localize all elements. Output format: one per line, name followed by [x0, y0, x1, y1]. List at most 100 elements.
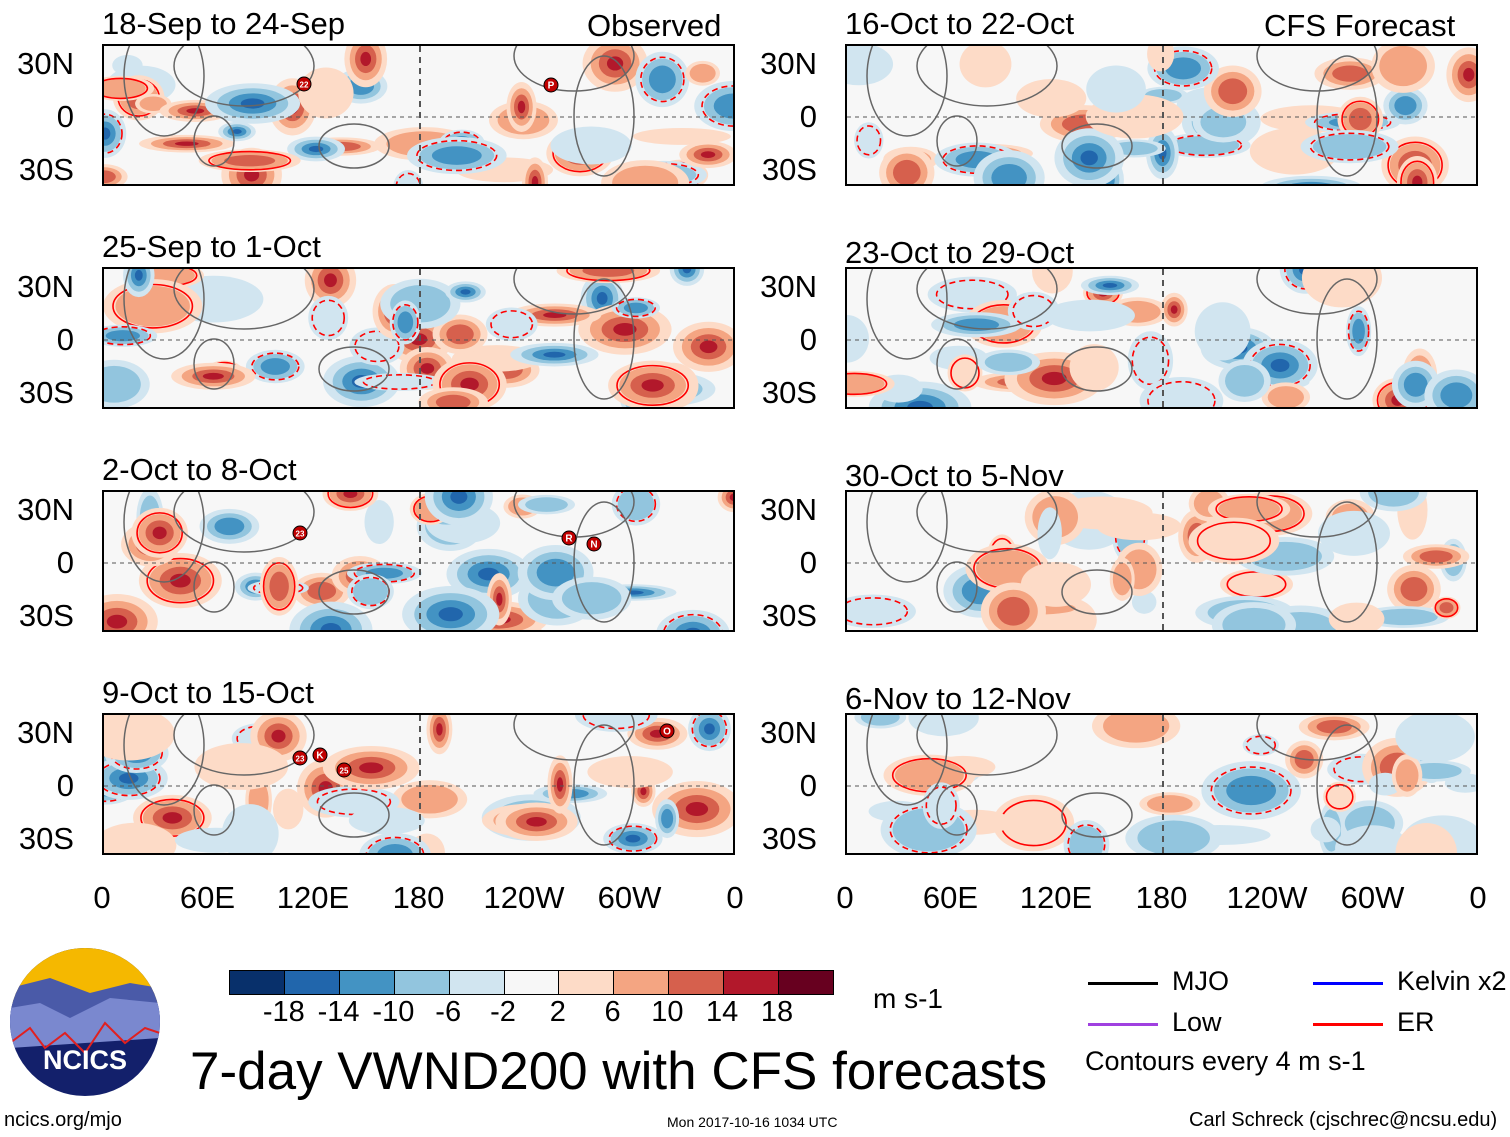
anomaly-shading [1069, 344, 1119, 391]
er-contour [104, 326, 152, 346]
colorbar-swatch [284, 971, 340, 994]
er-contour [608, 825, 658, 852]
anomaly-shading [324, 273, 337, 288]
anomaly-shading [1394, 96, 1417, 116]
tropical-cyclone-marker: 22 [296, 76, 312, 92]
anomaly-shading [348, 806, 425, 835]
anomaly-shading [1188, 517, 1280, 565]
anomaly-shading [984, 352, 1033, 372]
legend-line-mjo [1088, 982, 1158, 985]
footer-author: Carl Schreck (cjschrec@ncsu.edu) [1189, 1109, 1498, 1131]
lat-label: 30S [18, 598, 74, 633]
anomaly-shading [104, 170, 116, 184]
anomaly-shading [354, 373, 445, 391]
colorbar-swatch [504, 971, 560, 994]
coastline [1256, 715, 1378, 761]
column-label-forecast: CFS Forecast [1264, 8, 1456, 43]
anomaly-shading [360, 51, 372, 67]
anomaly-shading [1218, 497, 1280, 521]
er-contour [1347, 310, 1370, 352]
er-contour [208, 150, 292, 171]
coastline [1316, 724, 1378, 846]
colorbar-swatch [559, 971, 615, 994]
anomaly-shading [536, 558, 575, 587]
colorbar-tick-label: 2 [549, 996, 566, 1028]
anomaly-shading [260, 358, 290, 375]
lat-label: 0 [56, 768, 74, 803]
anomaly-shading [1368, 492, 1419, 507]
er-contour [566, 269, 651, 282]
lat-label: 30N [760, 46, 817, 81]
legend-label: Kelvin x2 [1397, 966, 1507, 996]
tropical-cyclone-marker: 23 [292, 525, 308, 541]
anomaly-shading [682, 269, 692, 274]
anomaly-shading [359, 762, 384, 774]
anomaly-shading [104, 715, 175, 761]
storm-label: R [565, 534, 573, 545]
legend-label: MJO [1172, 966, 1229, 996]
panel-title: 9-Oct to 15-Oct [102, 675, 314, 710]
anomaly-shading [685, 802, 709, 817]
coastline [573, 724, 635, 846]
anomaly-shading [1242, 734, 1279, 757]
anomaly-shading [922, 782, 960, 829]
lat-label: 0 [799, 545, 817, 580]
colorbar-tick-label: -14 [317, 996, 360, 1028]
anomaly-shading [224, 155, 276, 167]
storm-label: 25 [340, 767, 349, 776]
coastline [1061, 569, 1133, 615]
storm-label: 22 [300, 81, 309, 90]
anomaly-shading [704, 723, 715, 735]
colorbar-swatch [724, 971, 780, 994]
anomaly-shading [485, 307, 538, 342]
er-contour [1196, 521, 1272, 561]
er-contour [252, 580, 304, 596]
anomaly-shading [1395, 715, 1475, 763]
er-contour [262, 562, 296, 611]
lat-label: 30N [760, 492, 817, 527]
lon-label: 120E [1019, 880, 1093, 915]
legend-label: Low [1172, 1007, 1222, 1037]
anomaly-shading [1317, 510, 1390, 556]
coastline [173, 715, 315, 776]
anomaly-shading [623, 302, 648, 314]
anomaly-shading [1352, 318, 1365, 344]
footer-url[interactable]: ncics.org/mjo [4, 1109, 122, 1131]
lat-label: 30N [17, 46, 74, 81]
anomaly-shading [364, 500, 394, 545]
lon-label: 60E [922, 880, 979, 915]
anomaly-shading [641, 379, 664, 392]
anomaly-shading [1102, 283, 1118, 288]
anomaly-shading [393, 170, 423, 184]
anomaly-shading [106, 614, 128, 629]
lon-label: 60W [597, 880, 662, 915]
anomaly-shading [1147, 46, 1175, 72]
lat-label: 30S [761, 821, 817, 856]
legend-line-low [1088, 1023, 1158, 1026]
anomaly-shading [186, 108, 205, 114]
anomaly-shading [1379, 46, 1427, 87]
anomaly-shading [617, 492, 655, 521]
anomaly-shading [1312, 134, 1387, 160]
anomaly-shading [152, 526, 167, 540]
anomaly-shading [1463, 67, 1475, 82]
map-panel [845, 713, 1478, 855]
anomaly-shading [1137, 820, 1210, 853]
logo-mountains [10, 978, 160, 1055]
map-panel: 23 R N [102, 490, 735, 632]
anomaly-shading [1291, 181, 1331, 184]
coastline [123, 492, 205, 583]
coastline [193, 561, 235, 613]
anomaly-shading [1400, 576, 1428, 602]
er-contour [847, 372, 888, 396]
anomaly-shading [1218, 78, 1248, 105]
anomaly-shading [543, 351, 566, 358]
tropical-cyclone-marker: K [312, 747, 328, 763]
storm-label: N [590, 540, 597, 551]
panel-title: 6-Nov to 12-Nov [845, 681, 1071, 716]
anomaly-shading [308, 295, 349, 341]
coastline [318, 792, 390, 838]
anomaly-shading [1096, 512, 1182, 541]
lat-label: 0 [799, 322, 817, 357]
anomaly-shading [1044, 299, 1135, 332]
